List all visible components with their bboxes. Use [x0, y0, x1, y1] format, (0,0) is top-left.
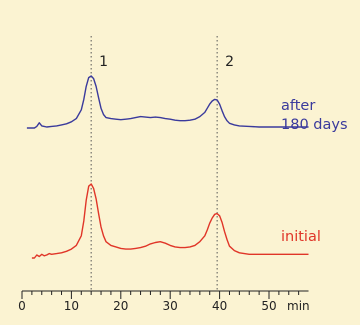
tick-label-0: 0 — [18, 299, 26, 313]
series-label-2-line-1: initial — [281, 229, 321, 245]
tick-label-40: 40 — [212, 299, 227, 313]
series-trace-1 — [26, 75, 309, 129]
tick-label-50: 50 — [261, 299, 276, 313]
peak-label-2: 2 — [225, 54, 234, 70]
series-label-1-line-1: after — [281, 98, 315, 114]
traces — [26, 75, 309, 259]
x-axis-unit-label: min — [287, 299, 310, 313]
series-labels: after 180 days initial — [281, 98, 348, 245]
x-axis-tick-labels: 0 10 20 30 40 50 — [18, 299, 276, 313]
peak-label-1: 1 — [99, 54, 108, 70]
tick-label-30: 30 — [163, 299, 178, 313]
tick-label-20: 20 — [113, 299, 128, 313]
series-trace-2 — [31, 183, 309, 259]
tick-label-10: 10 — [64, 299, 79, 313]
x-axis-ticks — [21, 291, 300, 299]
series-label-1-line-2: 180 days — [281, 117, 348, 133]
x-axis: 0 10 20 30 40 50 min — [18, 290, 310, 313]
